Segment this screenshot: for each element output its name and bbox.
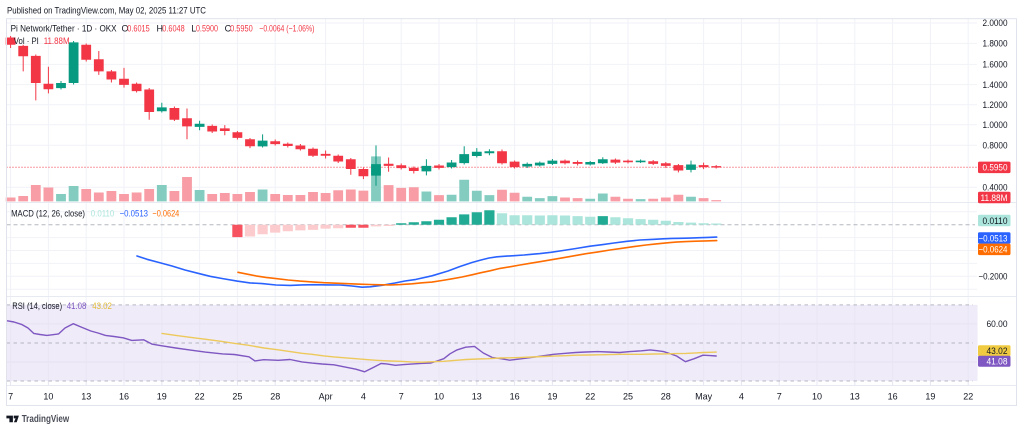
svg-text:10: 10 [812, 392, 822, 402]
svg-text:22: 22 [195, 392, 205, 402]
svg-text:4: 4 [361, 392, 366, 402]
svg-text:1.0000: 1.0000 [983, 120, 1008, 130]
svg-text:O: O [122, 24, 129, 34]
svg-text:1.2000: 1.2000 [983, 100, 1008, 110]
svg-text:22: 22 [585, 392, 595, 402]
svg-text:19: 19 [925, 392, 935, 402]
svg-text:28: 28 [661, 392, 671, 402]
svg-text:Vol · PI: Vol · PI [14, 36, 39, 46]
svg-text:41.08: 41.08 [67, 301, 87, 311]
svg-text:1.4000: 1.4000 [983, 80, 1008, 90]
svg-text:1.6000: 1.6000 [983, 60, 1008, 70]
svg-text:1.8000: 1.8000 [983, 39, 1008, 49]
svg-text:16: 16 [888, 392, 898, 402]
svg-text:MACD (12, 26, close): MACD (12, 26, close) [11, 208, 85, 218]
svg-text:0.8000: 0.8000 [983, 140, 1008, 150]
svg-text:H: H [157, 24, 164, 34]
svg-text:−0.0624: −0.0624 [152, 208, 179, 218]
svg-text:0.5950: 0.5950 [230, 24, 253, 34]
svg-text:0.5900: 0.5900 [196, 24, 218, 34]
svg-text:11.88M: 11.88M [981, 193, 1008, 203]
svg-text:May: May [695, 392, 713, 402]
svg-text:19: 19 [157, 392, 167, 402]
svg-text:10: 10 [43, 392, 53, 402]
svg-text:7: 7 [399, 392, 404, 402]
svg-text:−0.0064 (−1.06%): −0.0064 (−1.06%) [259, 24, 314, 34]
svg-text:60.00: 60.00 [987, 319, 1008, 329]
svg-text:RSI (14, close): RSI (14, close) [12, 301, 62, 311]
svg-text:11.88M: 11.88M [44, 36, 70, 46]
svg-text:−0.0624: −0.0624 [979, 245, 1008, 255]
svg-text:0.0110: 0.0110 [983, 216, 1008, 226]
svg-text:0.5950: 0.5950 [983, 163, 1008, 173]
svg-text:16: 16 [510, 392, 520, 402]
svg-text:13: 13 [81, 392, 91, 402]
svg-text:Apr: Apr [319, 392, 333, 402]
svg-text:0.6048: 0.6048 [162, 24, 184, 34]
svg-text:41.08: 41.08 [987, 356, 1008, 366]
svg-text:13: 13 [850, 392, 860, 402]
svg-text:0.0110: 0.0110 [91, 208, 115, 218]
svg-text:28: 28 [270, 392, 280, 402]
svg-text:−0.0513: −0.0513 [979, 233, 1008, 243]
svg-text:C: C [225, 24, 232, 34]
svg-text:7: 7 [8, 392, 13, 402]
svg-text:4: 4 [739, 392, 744, 402]
svg-text:TradingView: TradingView [22, 414, 70, 425]
svg-text:−0.2000: −0.2000 [979, 272, 1008, 282]
svg-text:L: L [191, 24, 196, 34]
svg-text:16: 16 [119, 392, 129, 402]
svg-text:43.02: 43.02 [92, 301, 112, 311]
svg-text:Pi Network/Tether · 1D · OKX: Pi Network/Tether · 1D · OKX [11, 24, 117, 34]
svg-text:0.4000: 0.4000 [983, 182, 1008, 192]
svg-text:10: 10 [434, 392, 444, 402]
svg-text:Published on TradingView.com,: Published on TradingView.com, May 02, 20… [7, 5, 206, 16]
svg-text:25: 25 [232, 392, 242, 402]
svg-text:2.0000: 2.0000 [983, 18, 1008, 28]
svg-text:0.6015: 0.6015 [127, 24, 149, 34]
svg-text:−0.0513: −0.0513 [120, 208, 148, 218]
svg-text:43.02: 43.02 [987, 346, 1008, 356]
svg-text:19: 19 [547, 392, 557, 402]
svg-text:22: 22 [963, 392, 973, 402]
svg-text:7: 7 [777, 392, 782, 402]
svg-text:25: 25 [623, 392, 633, 402]
svg-text:13: 13 [472, 392, 482, 402]
